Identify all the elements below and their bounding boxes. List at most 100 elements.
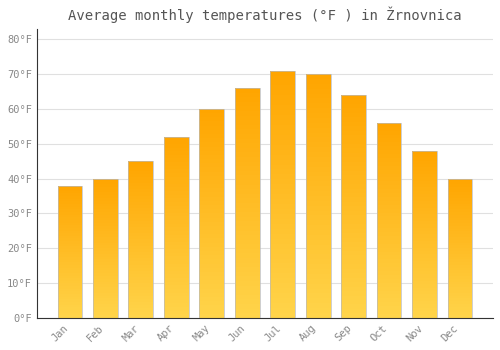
Bar — [200, 264, 224, 268]
Bar — [306, 162, 330, 167]
Bar — [164, 173, 188, 177]
Bar — [200, 243, 224, 247]
Bar — [93, 279, 118, 282]
Bar — [341, 215, 366, 220]
Bar — [164, 205, 188, 209]
Bar — [58, 204, 82, 207]
Bar — [376, 216, 402, 221]
Bar — [306, 216, 330, 220]
Bar — [306, 274, 330, 279]
Bar — [128, 170, 154, 174]
Bar — [128, 193, 154, 196]
Bar — [412, 188, 437, 191]
Bar — [128, 161, 154, 318]
Bar — [93, 287, 118, 290]
Bar — [200, 180, 224, 184]
Bar — [58, 284, 82, 286]
Bar — [128, 268, 154, 271]
Bar — [164, 314, 188, 318]
Bar — [270, 184, 295, 189]
Bar — [164, 260, 188, 264]
Bar — [270, 204, 295, 209]
Bar — [270, 244, 295, 248]
Bar — [412, 261, 437, 264]
Bar — [128, 239, 154, 243]
Bar — [235, 120, 260, 125]
Bar — [235, 226, 260, 231]
Bar — [270, 85, 295, 90]
Bar — [93, 209, 118, 212]
Bar — [235, 116, 260, 120]
Bar — [58, 275, 82, 278]
Bar — [58, 257, 82, 260]
Bar — [376, 174, 402, 177]
Bar — [270, 268, 295, 273]
Bar — [200, 218, 224, 222]
Bar — [376, 287, 402, 290]
Bar — [235, 180, 260, 184]
Bar — [412, 164, 437, 167]
Bar — [200, 163, 224, 167]
Bar — [448, 198, 472, 201]
Bar — [164, 256, 188, 260]
Bar — [270, 110, 295, 115]
Bar — [93, 237, 118, 240]
Bar — [58, 199, 82, 201]
Bar — [448, 187, 472, 190]
Bar — [306, 93, 330, 98]
Bar — [376, 228, 402, 232]
Bar — [341, 95, 366, 99]
Bar — [235, 184, 260, 189]
Bar — [58, 299, 82, 302]
Bar — [448, 273, 472, 276]
Bar — [58, 194, 82, 196]
Bar — [93, 243, 118, 245]
Bar — [235, 231, 260, 235]
Bar — [448, 259, 472, 262]
Bar — [93, 276, 118, 279]
Bar — [448, 265, 472, 268]
Bar — [58, 262, 82, 265]
Bar — [341, 304, 366, 309]
Bar — [200, 121, 224, 126]
Bar — [58, 310, 82, 313]
Bar — [235, 93, 260, 97]
Bar — [341, 229, 366, 233]
Bar — [448, 240, 472, 243]
Bar — [376, 177, 402, 181]
Bar — [164, 227, 188, 231]
Bar — [270, 308, 295, 313]
Bar — [412, 218, 437, 221]
Bar — [412, 161, 437, 164]
Bar — [235, 286, 260, 290]
Bar — [200, 188, 224, 193]
Bar — [448, 206, 472, 209]
Bar — [164, 191, 188, 195]
Bar — [164, 267, 188, 271]
Bar — [412, 167, 437, 171]
Bar — [376, 314, 402, 318]
Bar — [448, 190, 472, 193]
Bar — [128, 258, 154, 261]
Bar — [128, 174, 154, 177]
Bar — [235, 300, 260, 304]
Bar — [341, 206, 366, 211]
Bar — [128, 186, 154, 189]
Bar — [306, 167, 330, 172]
Bar — [164, 231, 188, 234]
Bar — [128, 305, 154, 308]
Bar — [58, 273, 82, 275]
Bar — [306, 298, 330, 303]
Bar — [448, 178, 472, 181]
Bar — [93, 282, 118, 285]
Bar — [235, 304, 260, 309]
Bar — [376, 256, 402, 259]
Bar — [128, 218, 154, 221]
Bar — [376, 209, 402, 212]
Bar — [341, 282, 366, 287]
Bar — [58, 307, 82, 310]
Bar — [376, 240, 402, 244]
Bar — [93, 262, 118, 265]
Bar — [235, 309, 260, 313]
Bar — [235, 290, 260, 295]
